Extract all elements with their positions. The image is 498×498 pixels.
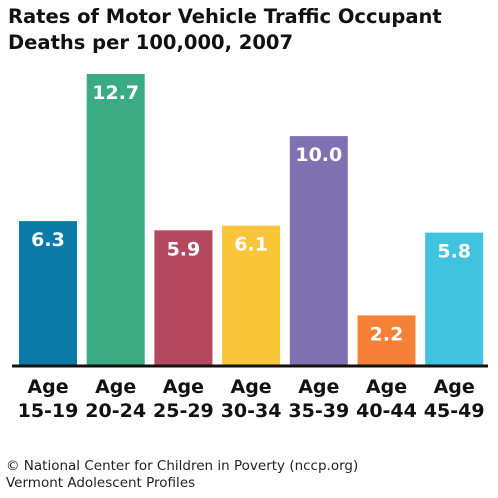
x-tick-label-line-2: 25-29 — [153, 400, 214, 422]
bar-4 — [289, 136, 348, 366]
x-tick-label-line-1: Age — [298, 376, 339, 398]
x-tick-label-line-2: 20-24 — [85, 400, 146, 422]
x-tick-label-line-2: 35-39 — [288, 400, 349, 422]
x-tick-label-line-2: 30-34 — [221, 400, 282, 422]
bar-6 — [425, 232, 484, 366]
bar-value-label-3: 6.1 — [234, 234, 268, 256]
x-tick-label-line-1: Age — [434, 376, 475, 398]
bar-0 — [19, 221, 77, 366]
x-tick-label-2: Age 25-29 — [153, 376, 214, 422]
x-tick-label-6: Age 45-49 — [424, 376, 485, 422]
bar-3 — [222, 225, 281, 366]
x-tick-label-3: Age 30-34 — [221, 376, 282, 422]
x-tick-label-line-1: Age — [27, 376, 68, 398]
x-tick-label-line-2: 40-44 — [356, 400, 417, 422]
bar-value-label-4: 10.0 — [295, 144, 342, 166]
x-tick-label-line-1: Age — [230, 376, 271, 398]
x-tick-label-line-2: 15-19 — [18, 400, 79, 422]
chart-title-line-2: Deaths per 100,000, 2007 — [8, 31, 294, 54]
bar-value-label-5: 2.2 — [370, 323, 404, 345]
bar-2 — [154, 230, 213, 366]
bar-value-label-2: 5.9 — [167, 238, 201, 260]
source-credit: © National Center for Children in Povert… — [6, 458, 358, 492]
x-tick-label-0: Age 15-19 — [18, 376, 79, 422]
bars-group: 6.3 12.7 5.9 6.1 10.0 2.2 5.8 — [19, 74, 484, 366]
x-tick-label-line-1: Age — [366, 376, 407, 398]
x-tick-label-line-1: Age — [95, 376, 136, 398]
x-tick-label-4: Age 35-39 — [288, 376, 349, 422]
bar-5 — [357, 315, 416, 366]
chart-title: Rates of Motor Vehicle Traffic Occupant … — [8, 4, 488, 56]
x-tick-label-line-2: 45-49 — [424, 400, 485, 422]
credit-line-1: © National Center for Children in Povert… — [6, 458, 359, 474]
bar-value-label-6: 5.8 — [437, 241, 471, 263]
x-tick-label-line-1: Age — [163, 376, 204, 398]
bar-1 — [86, 74, 145, 366]
x-tick-label-5: Age 40-44 — [356, 376, 417, 422]
bar-value-label-0: 6.3 — [31, 229, 65, 251]
x-tick-label-1: Age 20-24 — [85, 376, 146, 422]
bar-value-label-1: 12.7 — [92, 82, 139, 104]
credit-line-2: Vermont Adolescent Profiles — [6, 475, 196, 491]
chart-title-line-1: Rates of Motor Vehicle Traffic Occupant — [8, 5, 442, 28]
